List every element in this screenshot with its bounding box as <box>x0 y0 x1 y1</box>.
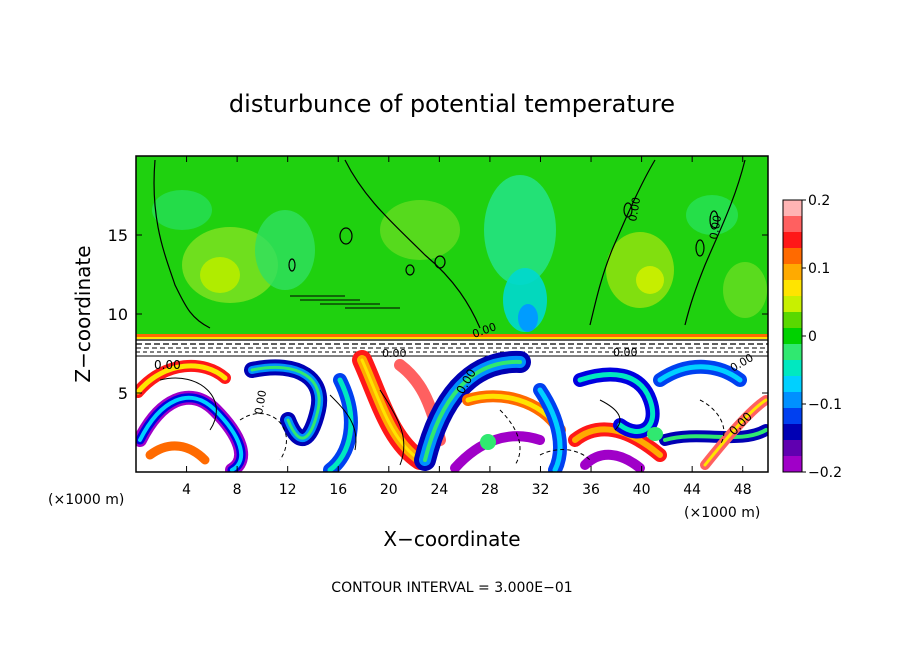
colorbar-swatch <box>783 360 802 377</box>
x-tick-label: 28 <box>481 482 499 498</box>
contour-lines <box>153 159 746 466</box>
colorbar-swatch <box>783 280 802 297</box>
colorbar-swatch <box>783 200 802 217</box>
plot-area: 0.00 0.00 0.00 0.00 0.00 0.00 0.00 0.00 … <box>136 156 768 472</box>
chart-title: disturbunce of potential temperature <box>229 90 675 118</box>
interface-band <box>136 334 768 357</box>
contour-label: 0.00 <box>613 346 638 359</box>
x-tick-label: 8 <box>233 482 242 498</box>
x-tick-label: 16 <box>329 482 347 498</box>
x-tick-label: 48 <box>734 482 752 498</box>
y-axis-label: Z−coordinate <box>71 245 95 382</box>
colorbar-tick-label: −0.2 <box>808 465 842 481</box>
colorbar-swatch <box>783 312 802 329</box>
colorbar-tick-label: 0.1 <box>808 261 830 277</box>
colorbar-tick-label: −0.1 <box>808 397 842 413</box>
colorbar-swatch <box>783 296 802 313</box>
colorbar-swatch <box>783 408 802 425</box>
contour-label: 0.00 <box>707 214 724 240</box>
contour-interval-note: CONTOUR INTERVAL = 3.000E−01 <box>331 580 572 596</box>
colorbar-tick-label: 0.2 <box>808 193 830 209</box>
x-axis-unit-left: (×1000 m) <box>48 492 124 508</box>
colorbar-swatch <box>783 392 802 409</box>
colorbar-swatch <box>783 376 802 393</box>
contour-label: 0.00 <box>252 389 269 415</box>
y-tick-label: 10 <box>108 305 128 324</box>
x-tick-label: 44 <box>683 482 701 498</box>
x-tick-label: 36 <box>582 482 600 498</box>
colorbar-swatch <box>783 440 802 457</box>
contour-label: 0.00 <box>626 196 643 222</box>
colorbar-swatch <box>783 344 802 361</box>
x-tick-label: 40 <box>633 482 651 498</box>
y-tick-label: 5 <box>118 384 128 403</box>
colorbar-tick-label: 0 <box>808 329 817 345</box>
x-tick-label: 12 <box>279 482 297 498</box>
upper-layer-features <box>152 175 767 332</box>
y-tick-label: 15 <box>108 226 128 245</box>
colorbar-swatch <box>783 424 802 441</box>
contour-label: 0.00 <box>154 358 181 372</box>
lower-layer-features <box>136 350 768 472</box>
colorbar-swatch <box>783 328 802 345</box>
x-tick-label: 32 <box>532 482 550 498</box>
colorbar-swatch <box>783 264 802 281</box>
colorbar-ticks: 0.2 0.1 0 −0.1 −0.2 <box>802 193 842 481</box>
colorbar-swatch <box>783 232 802 249</box>
colorbar-swatch <box>783 216 802 233</box>
y-axis-ticks: 5 10 15 <box>108 226 768 403</box>
x-tick-label: 24 <box>430 482 448 498</box>
colorbar-swatch <box>783 456 802 473</box>
contour-label: 0.00 <box>382 347 407 360</box>
colorbar <box>783 200 802 473</box>
colorbar-swatch <box>783 248 802 265</box>
x-tick-label: 20 <box>380 482 398 498</box>
x-axis-label: X−coordinate <box>383 527 520 551</box>
x-axis-unit-right: (×1000 m) <box>684 505 760 521</box>
x-tick-label: 4 <box>182 482 191 498</box>
x-axis-ticks: 4 8 12 16 20 24 28 32 36 40 44 48 <box>182 156 752 498</box>
